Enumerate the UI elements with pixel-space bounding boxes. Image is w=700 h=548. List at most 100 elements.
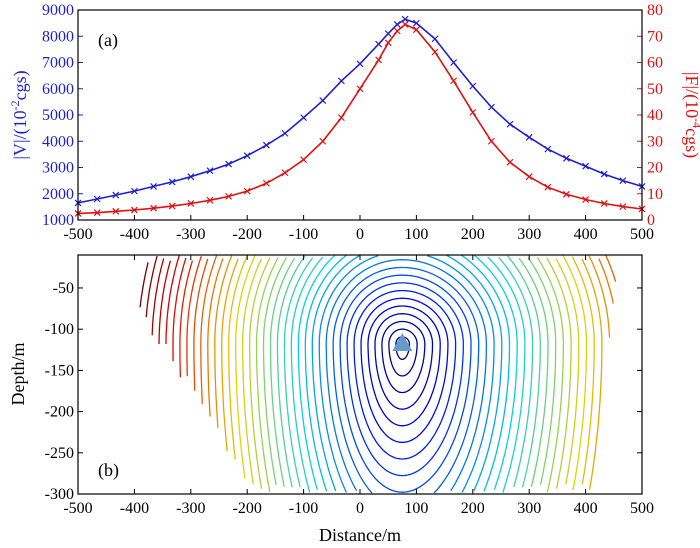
left-y-tick-label: 1000 (42, 212, 74, 229)
x-tick-label: -500 (63, 226, 92, 243)
contour-line (241, 258, 580, 485)
contour-line (339, 274, 472, 493)
x-axis-label: Distance/m (319, 525, 401, 545)
contour-line (262, 257, 557, 486)
y-tick-label: -200 (45, 404, 74, 421)
data-point-marker (168, 202, 176, 210)
data-point-marker (262, 179, 270, 187)
panel-a-series (74, 15, 646, 217)
data-point-marker (337, 114, 345, 122)
data-point-marker (375, 40, 383, 48)
x-tick-label: 500 (630, 226, 654, 243)
left-y-tick-label: 4000 (42, 133, 74, 150)
contour-line (228, 256, 595, 485)
data-point-marker (150, 182, 158, 190)
data-point-marker (112, 207, 120, 215)
right-y-tick-label: 30 (647, 133, 663, 150)
data-point-marker (243, 152, 251, 160)
data-point-marker (93, 209, 101, 217)
right-axis-label-main: |F|/(10 (681, 72, 700, 118)
data-point-marker (243, 187, 251, 195)
x-tick-label: -200 (233, 500, 262, 517)
x-tick-label: -200 (233, 226, 262, 243)
data-point-marker (187, 200, 195, 207)
panel-a-label: (a) (98, 30, 118, 51)
data-point-marker (600, 170, 608, 178)
contour-line (207, 258, 614, 417)
data-point-marker (469, 82, 477, 90)
contour-line (290, 256, 526, 493)
series-line-V (77, 18, 643, 204)
depth-axis-label: Depth/m (8, 343, 28, 406)
contour-line (395, 336, 411, 360)
data-point-marker (619, 177, 627, 185)
x-tick-label: 100 (404, 500, 428, 517)
contour-line (311, 255, 503, 492)
left-y-tick-label: 7000 (42, 55, 74, 72)
contour-line (325, 259, 488, 492)
data-point-marker (393, 21, 401, 28)
x-tick-label: 400 (574, 226, 598, 243)
data-point-marker (112, 191, 120, 199)
contour-line (172, 257, 187, 362)
panel-a-ticks: -500 -400 -300 -200 -100 0 100 200 300 400 5001000… (42, 2, 663, 243)
contour-line (353, 289, 457, 460)
data-point-marker (401, 15, 409, 23)
right-axis-label: |F|/(10-4cgs) (681, 72, 700, 158)
data-point-marker (356, 85, 364, 93)
x-tick-label: -100 (289, 500, 318, 517)
data-point-marker (544, 145, 552, 153)
contour-line (269, 257, 549, 487)
contour-line (381, 320, 426, 394)
x-tick-label: 200 (461, 500, 485, 517)
contour-line (221, 258, 603, 490)
contour-line (255, 257, 565, 493)
data-point-marker (431, 35, 439, 43)
data-point-marker (401, 21, 409, 28)
x-tick-label: 0 (356, 226, 364, 243)
left-y-tick-label: 6000 (42, 81, 74, 98)
x-tick-label: 200 (461, 226, 485, 243)
contour-line (139, 262, 149, 308)
data-point-marker (337, 77, 345, 85)
data-point-marker (525, 173, 533, 181)
right-axis-label-unit: cgs) (681, 128, 700, 158)
data-point-marker (300, 114, 308, 122)
left-axis-label: |V|/(10-2cgs) (8, 70, 31, 159)
contour-line (248, 257, 572, 489)
x-tick-label: -300 (176, 500, 205, 517)
data-point-marker (225, 160, 233, 168)
data-point-marker (206, 167, 214, 175)
x-tick-label: -100 (289, 226, 318, 243)
left-y-tick-label: 2000 (42, 186, 74, 203)
data-point-marker (582, 162, 590, 170)
left-y-tick-label: 8000 (42, 28, 74, 45)
right-axis-label-exp: -4 (690, 118, 700, 128)
data-point-marker (469, 108, 477, 116)
data-point-marker (525, 133, 533, 141)
y-tick-label: -50 (53, 280, 74, 297)
x-tick-label: -500 (63, 500, 92, 517)
y-tick-label: -100 (45, 321, 74, 338)
data-point-marker (582, 196, 590, 203)
series-line-F (77, 23, 643, 215)
panel-b-ticks: -500 -400 -300 -200 -100 0 100 200 300 400 500 -50 -… (45, 255, 654, 517)
data-point-marker (487, 137, 495, 145)
data-point-marker (450, 59, 458, 66)
contour-line (283, 257, 534, 488)
contour-line (374, 313, 434, 410)
contour-line (151, 258, 165, 336)
right-y-tick-label: 50 (647, 81, 663, 98)
data-point-marker (319, 137, 327, 145)
contour-line (332, 266, 480, 494)
x-tick-label: 300 (517, 500, 541, 517)
panel-b-frame (77, 254, 643, 495)
data-point-marker (281, 169, 289, 177)
data-point-marker (562, 190, 570, 198)
right-y-tick-label: 0 (647, 212, 655, 229)
contour-line (388, 328, 418, 377)
data-point-marker (506, 158, 514, 166)
data-point-marker (375, 56, 383, 64)
contour-line (158, 260, 172, 345)
